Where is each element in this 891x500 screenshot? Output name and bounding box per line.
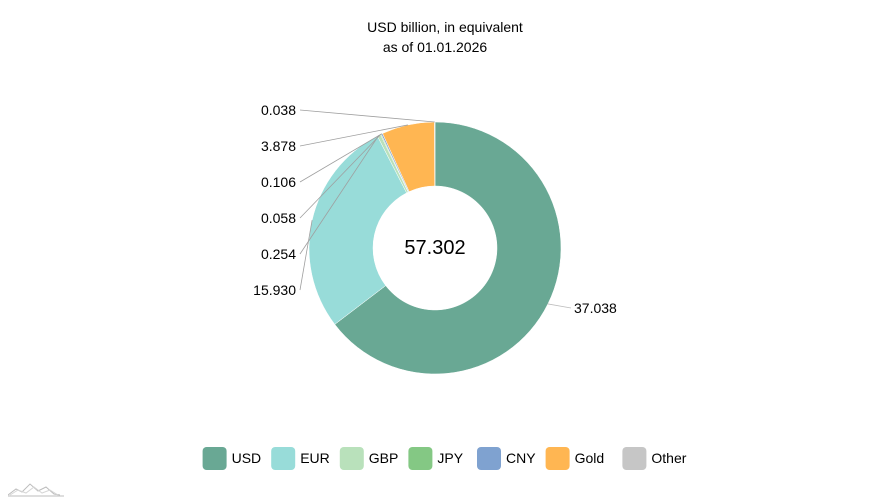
legend-label-cny: CNY (506, 450, 536, 466)
value-label-gbp: 0.254 (261, 246, 296, 262)
value-label-jpy: 0.058 (261, 210, 296, 226)
legend-swatch-gold (545, 447, 570, 470)
legend-label-gbp: GBP (369, 450, 399, 466)
legend-label-gold: Gold (575, 450, 605, 466)
legend: USD EUR GBP JPY CNY Gold Other (202, 447, 687, 470)
leader-line-gold (299, 124, 408, 147)
center-total-label: 57.302 (404, 237, 465, 259)
data-labels-group: 37.038 15.930 0.254 0.058 0.106 3.878 0.038 (253, 102, 617, 316)
value-label-cny: 0.106 (261, 174, 296, 190)
leader-line-eur (299, 220, 313, 291)
value-label-other: 0.038 (261, 102, 296, 118)
legend-label-eur: EUR (300, 450, 330, 466)
value-label-usd: 37.038 (574, 300, 617, 316)
legend-item-other[interactable]: Other (622, 447, 687, 470)
value-label-eur: 15.930 (253, 282, 296, 298)
leader-line-jpy (299, 133, 382, 219)
legend-swatch-gbp (339, 447, 364, 470)
legend-label-usd: USD (232, 450, 262, 466)
legend-item-eur[interactable]: EUR (271, 447, 330, 470)
legend-item-cny[interactable]: CNY (477, 447, 536, 470)
legend-label-other: Other (651, 450, 686, 466)
legend-item-gbp[interactable]: GBP (339, 447, 399, 470)
leader-line-other (299, 109, 435, 123)
leader-line-cny (299, 133, 383, 183)
legend-label-jpy: JPY (437, 450, 463, 466)
legend-item-jpy[interactable]: JPY (408, 447, 464, 470)
legend-swatch-cny (477, 447, 501, 470)
slice-usd[interactable] (334, 121, 562, 375)
chart-logo-icon (8, 483, 64, 497)
value-label-gold: 3.878 (261, 138, 296, 154)
legend-swatch-eur (271, 447, 296, 470)
chart-subtitle: as of 01.01.2026 (383, 39, 488, 55)
chart-title: USD billion, in equivalent (367, 19, 523, 35)
legend-item-gold[interactable]: Gold (545, 447, 605, 470)
legend-swatch-other (622, 447, 647, 470)
legend-swatch-jpy (408, 447, 433, 470)
leader-line-gbp (299, 134, 380, 255)
slice-other[interactable] (434, 121, 436, 187)
legend-swatch-usd (202, 447, 227, 470)
leader-lines-group (299, 109, 572, 309)
legend-item-usd[interactable]: USD (202, 447, 262, 470)
leader-line-usd (547, 303, 572, 309)
